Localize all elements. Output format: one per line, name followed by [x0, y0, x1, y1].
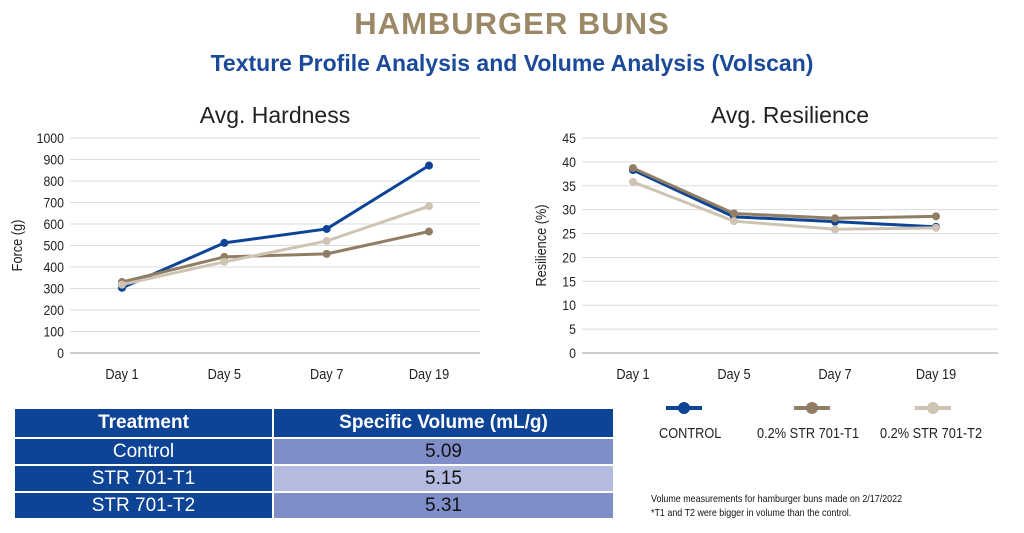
chart1-y-tick-label: 45	[562, 130, 576, 146]
chart1-series-line-2	[632, 180, 937, 231]
chart0-y-tick-label: 0	[57, 345, 64, 361]
chart0-series-1-point	[425, 227, 433, 236]
legend-label-t1: 0.2% STR 701-T1	[757, 425, 860, 442]
chart0-y-tick-label: 400	[43, 259, 64, 275]
chart1-title: Avg. Resilience	[711, 102, 869, 128]
chart1-y-tick-label: 30	[562, 202, 576, 218]
chart1-y-tick-label: 20	[562, 250, 576, 266]
chart0-series-line-2	[121, 204, 430, 287]
chart1-series-line-0	[632, 168, 937, 229]
chart1-series-2-point	[932, 223, 940, 232]
chart1-series-2-point	[831, 225, 839, 234]
chart1-x-tick-label: Day 5	[717, 365, 751, 382]
legend-label-t2: 0.2% STR 701-T2	[880, 425, 983, 442]
chart0-series-1-point	[322, 249, 331, 258]
table-cell-treatment: Control	[13, 437, 274, 466]
chart1-y-axis-label: Resilience (%)	[532, 204, 549, 286]
table-cell-volume: 5.09	[272, 437, 615, 466]
chart0-series-2-point	[322, 236, 331, 245]
chart1-x-tick-label: Day 1	[616, 365, 650, 382]
chart0-x-tick-label: Day 1	[105, 365, 139, 382]
hardness-chart: Avg. Hardness 0 100 200 300 400 500 600 700 800 90…	[8, 102, 480, 382]
page-subtitle: Texture Profile Analysis and Volume Anal…	[210, 50, 814, 76]
chart1-y-tick-label: 35	[562, 178, 576, 194]
chart0-y-tick-label: 300	[43, 281, 64, 297]
chart0-y-tick-label: 900	[43, 152, 64, 168]
chart0-y-tick-label: 800	[43, 173, 64, 189]
table-header-treatment: Treatment	[13, 407, 274, 439]
footnote: Volume measurements for hamburger buns m…	[651, 492, 902, 520]
chart1-series-line-1	[632, 166, 937, 220]
footnote-line-1: Volume measurements for hamburger buns m…	[651, 493, 903, 505]
legend-label-control: CONTROL	[659, 425, 722, 442]
legend-marker-control	[666, 402, 702, 414]
chart0-y-tick-label: 200	[43, 302, 64, 318]
footnote-line-2: *T1 and T2 were bigger in volume than th…	[651, 507, 852, 519]
chart1-series-2-point	[629, 177, 637, 186]
chart0-series-line-0	[121, 164, 430, 290]
chart1-y-tick-label: 15	[562, 274, 576, 290]
chart0-x-tick-label: Day 7	[310, 365, 344, 382]
chart1-x-tick-label: Day 7	[818, 365, 852, 382]
chart0-x-tick-label: Day 5	[208, 365, 242, 382]
table-cell-volume: 5.31	[272, 491, 615, 520]
chart0-y-tick-label: 600	[43, 216, 64, 232]
chart1-series-1-point	[831, 214, 839, 223]
chart0-series-2-point	[425, 202, 433, 211]
chart1-y-tick-label: 40	[562, 154, 576, 170]
table-cell-treatment: STR 701-T2	[13, 491, 274, 520]
chart1-x-tick-label: Day 19	[916, 365, 957, 382]
table-cell-treatment: STR 701-T1	[13, 464, 274, 493]
chart0-x-tick-label: Day 19	[409, 365, 450, 382]
chart1-y-tick-label: 0	[569, 345, 576, 361]
chart0-series-0-point	[220, 238, 229, 247]
chart1-y-tick-label: 25	[562, 226, 576, 242]
legend: CONTROL 0.2% STR 701-T1 0.2% STR 701-T2	[640, 400, 1024, 450]
chart0-y-tick-label: 1000	[37, 130, 64, 146]
table-row: STR 701-T2 5.31	[13, 491, 615, 520]
chart0-series-0-point	[322, 224, 331, 233]
chart0-y-tick-label: 700	[43, 195, 64, 211]
chart1-y-tick-label: 10	[562, 297, 576, 313]
table-header-row: Treatment Specific Volume (mL/g)	[13, 407, 615, 439]
page-title: HAMBURGER BUNS	[354, 6, 670, 41]
table-row: STR 701-T1 5.15	[13, 464, 615, 493]
chart0-y-tick-label: 500	[43, 238, 64, 254]
resilience-chart: Avg. Resilience 0 5 10 15 20 25 30 35 40 45 Day 1 Da…	[532, 102, 998, 382]
chart0-y-tick-label: 100	[43, 324, 64, 340]
chart0-series-2-point	[220, 257, 229, 266]
chart1-series-1-point	[730, 209, 738, 218]
chart0-y-axis-label: Force (g)	[8, 220, 25, 272]
chart1-y-tick-label: 5	[569, 321, 576, 337]
chart1-series-1-point	[932, 212, 940, 221]
legend-marker-t1	[794, 402, 830, 414]
chart0-series-line-1	[121, 230, 430, 284]
table-cell-volume: 5.15	[272, 464, 615, 493]
chart1-series-1-point	[629, 164, 637, 173]
chart0-series-0-point	[425, 161, 433, 170]
legend-marker-t2	[915, 402, 951, 414]
chart0-title: Avg. Hardness	[200, 102, 350, 128]
volume-table: Treatment Specific Volume (mL/g) Control…	[13, 407, 615, 520]
chart0-series-2-point	[118, 280, 126, 289]
table-header-volume: Specific Volume (mL/g)	[272, 407, 615, 439]
chart1-series-2-point	[730, 217, 738, 226]
table-row: Control 5.09	[13, 437, 615, 466]
